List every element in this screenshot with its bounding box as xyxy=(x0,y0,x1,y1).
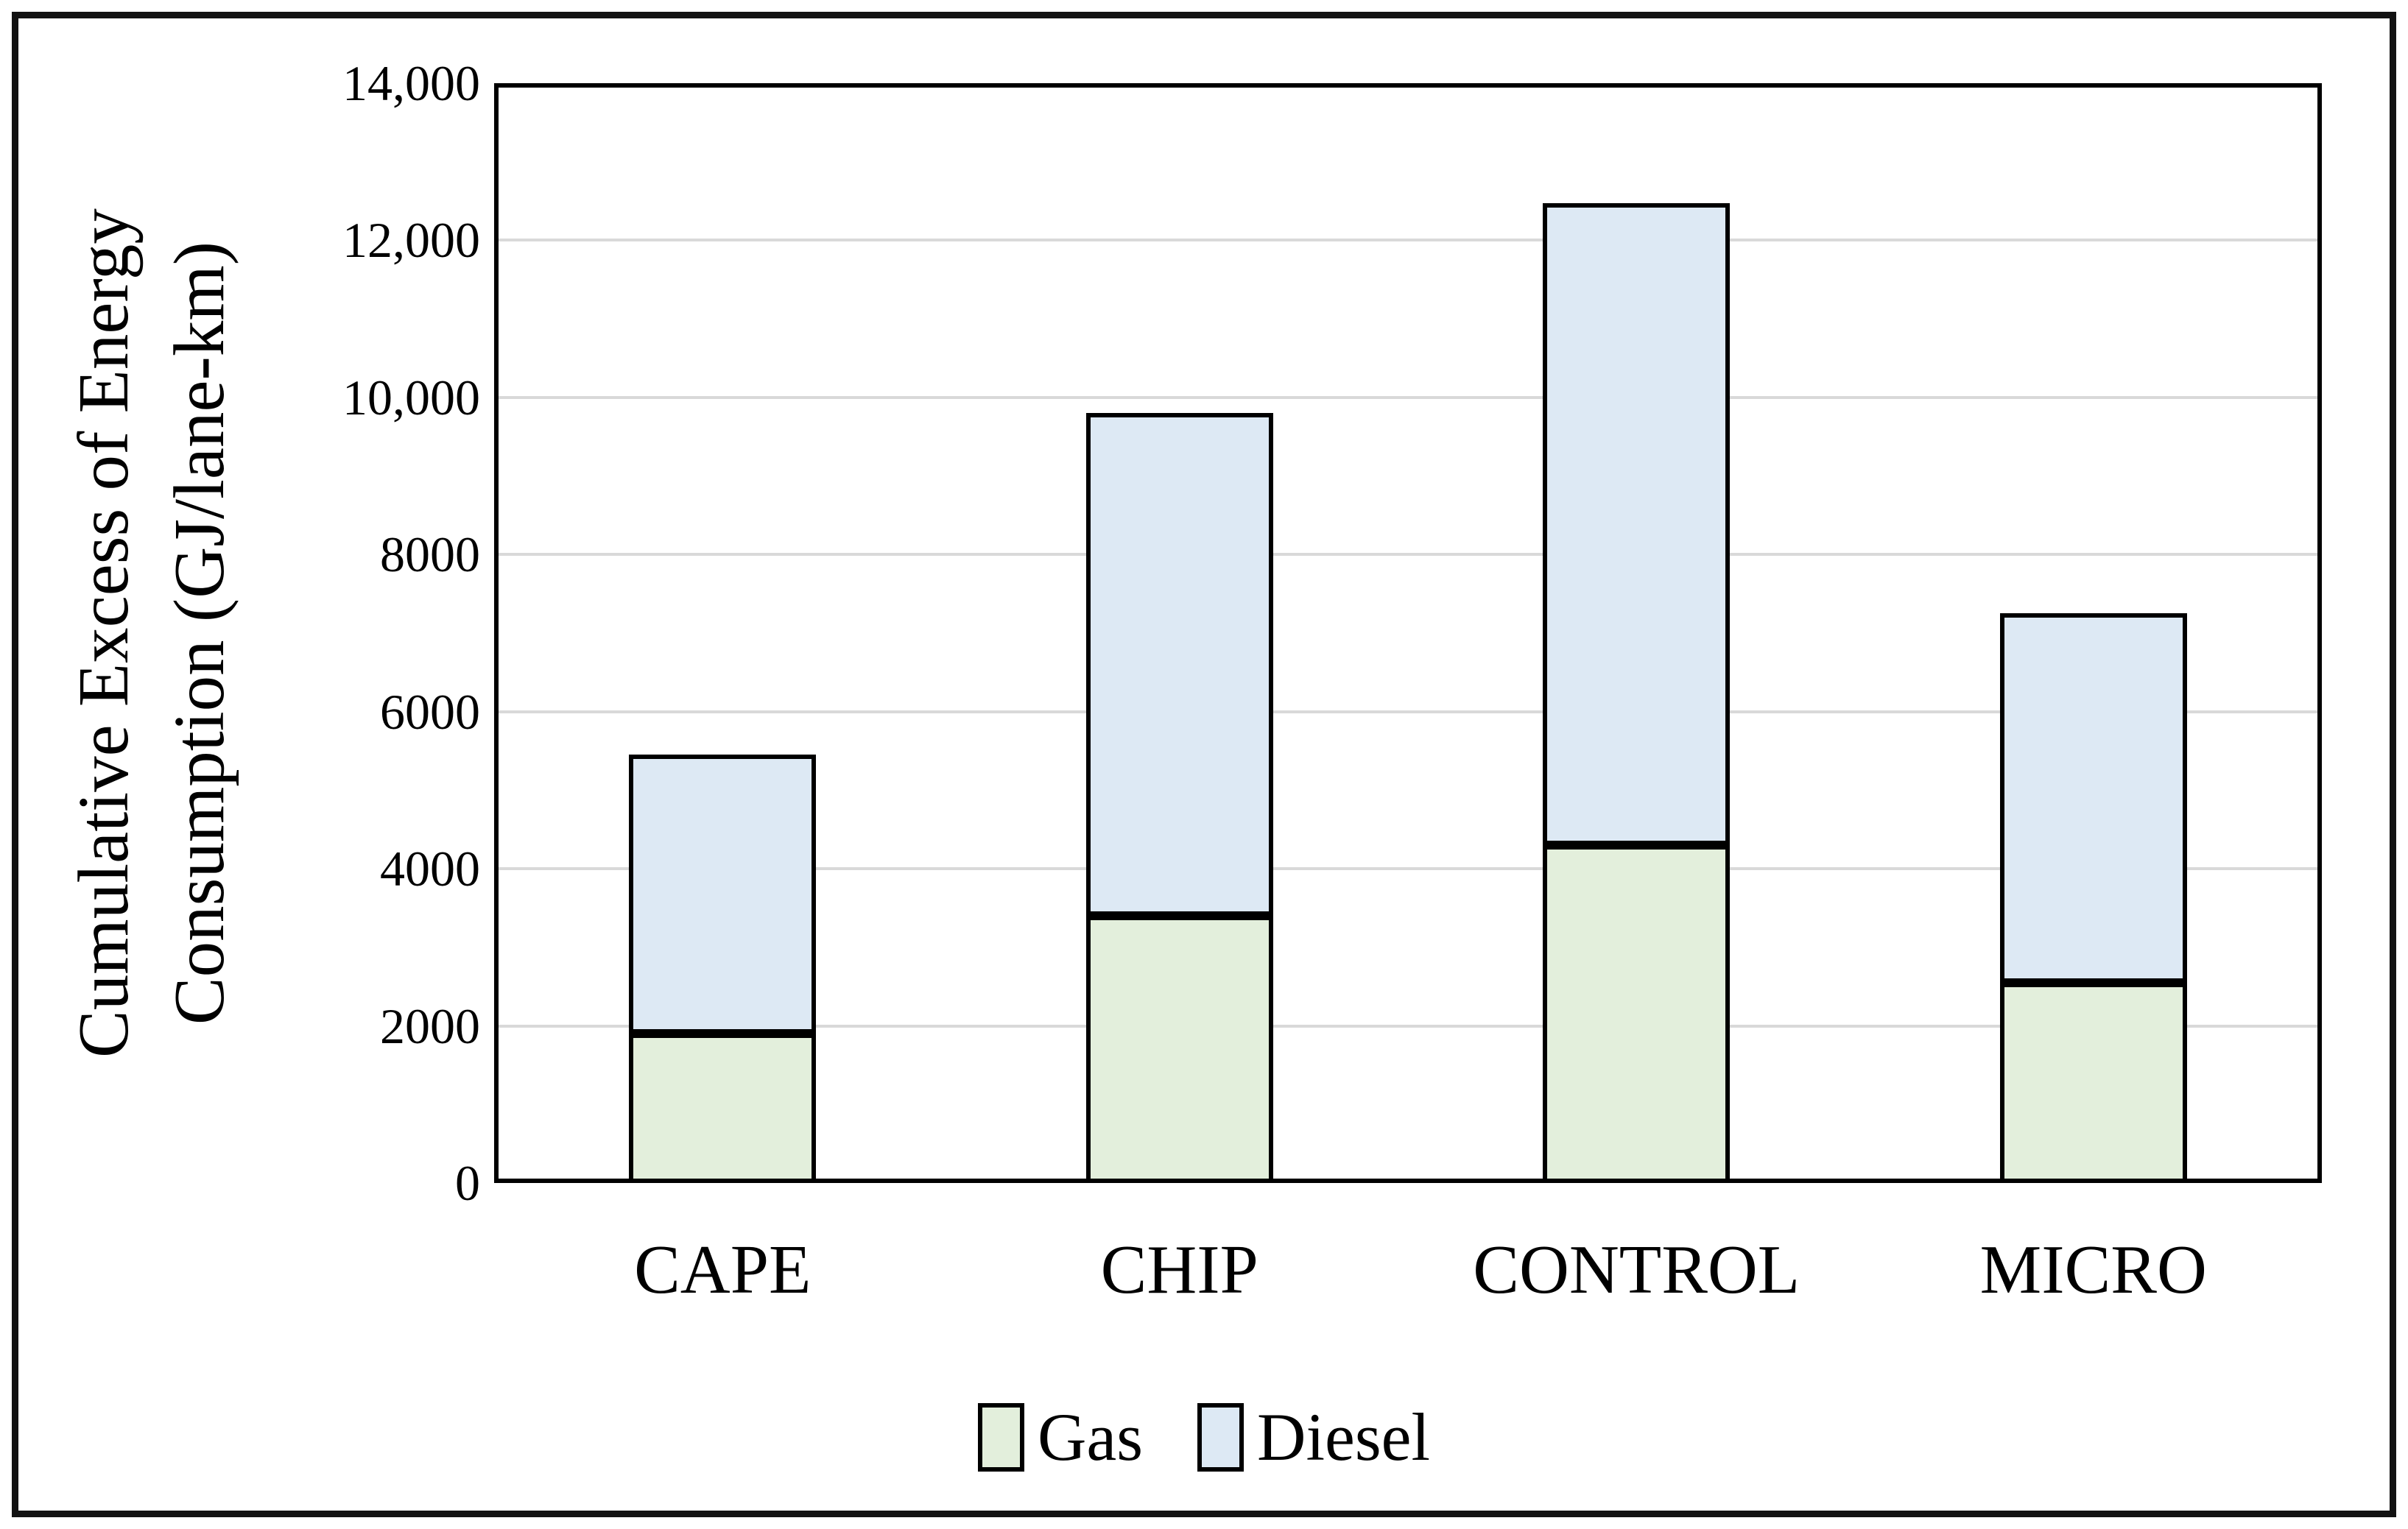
gridline-12000 xyxy=(494,239,2322,242)
y-tick-label-0: 0 xyxy=(455,1155,480,1211)
x-axis-label-chip: CHIP xyxy=(1100,1232,1258,1308)
y-tick-label-6000: 6000 xyxy=(380,683,480,740)
bar-segment-chip-gas xyxy=(1085,916,1273,1183)
gridline-6000 xyxy=(494,710,2322,713)
legend-swatch-gas-icon xyxy=(977,1402,1024,1472)
bar-segment-chip-diesel xyxy=(1085,413,1273,917)
gridline-10000 xyxy=(494,395,2322,399)
plot-area xyxy=(494,83,2322,1183)
y-tick-label-4000: 4000 xyxy=(380,841,480,897)
bar-segment-micro-diesel xyxy=(1999,613,2187,983)
y-tick-label-2000: 2000 xyxy=(380,997,480,1054)
y-tick-label-10-000: 10,000 xyxy=(342,369,480,425)
bar-segment-control-gas xyxy=(1543,845,1731,1183)
legend-item-diesel: Diesel xyxy=(1197,1399,1431,1475)
legend-label-gas: Gas xyxy=(1037,1399,1144,1475)
x-axis-label-micro: MICRO xyxy=(1979,1232,2207,1308)
gridline-4000 xyxy=(494,867,2322,871)
legend-swatch-diesel-icon xyxy=(1197,1402,1245,1472)
legend-label-diesel: Diesel xyxy=(1257,1399,1431,1475)
legend-item-gas: Gas xyxy=(977,1399,1144,1475)
x-axis-label-control: CONTROL xyxy=(1473,1232,1800,1308)
bar-segment-control-diesel xyxy=(1543,203,1731,846)
bar-segment-micro-gas xyxy=(1999,982,2187,1183)
y-tick-label-14-000: 14,000 xyxy=(342,55,480,111)
bar-segment-cape-diesel xyxy=(629,755,817,1034)
bar-segment-cape-gas xyxy=(629,1034,817,1183)
x-axis-label-cape: CAPE xyxy=(634,1232,812,1308)
y-tick-label-8000: 8000 xyxy=(380,526,480,583)
gridline-8000 xyxy=(494,553,2322,557)
gridline-2000 xyxy=(494,1024,2322,1028)
y-tick-label-12-000: 12,000 xyxy=(342,212,480,269)
